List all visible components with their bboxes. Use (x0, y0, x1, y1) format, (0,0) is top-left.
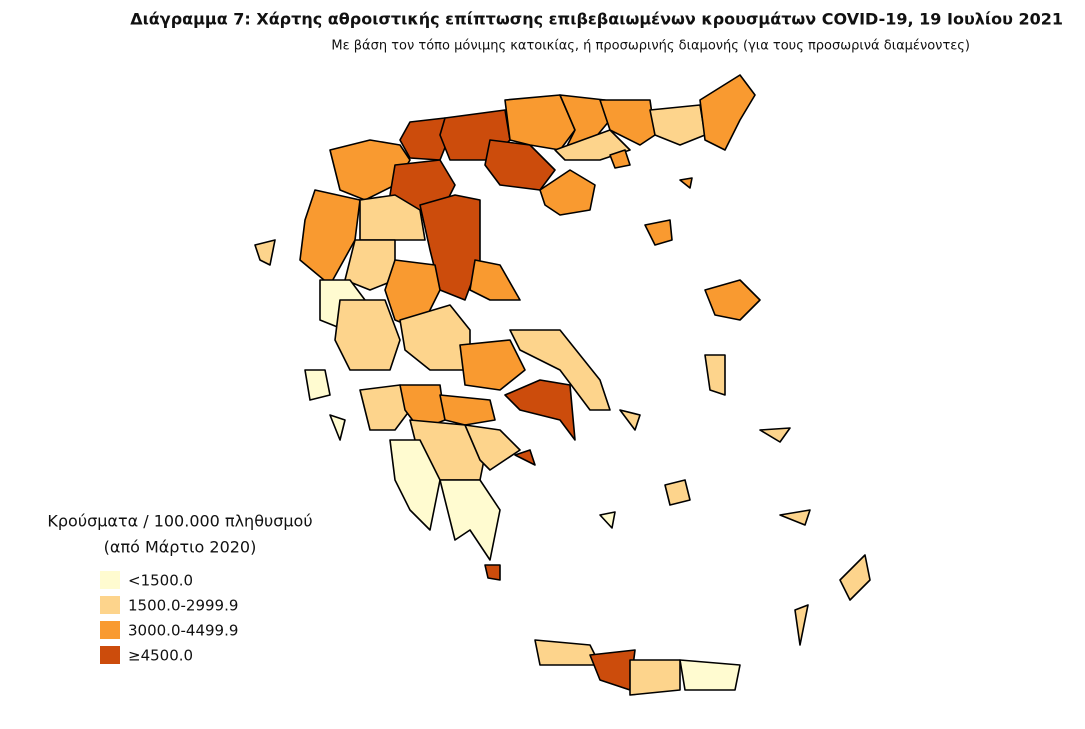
region (644, 219, 673, 246)
region (254, 239, 276, 266)
region (609, 149, 631, 169)
region (504, 379, 576, 441)
region (619, 409, 641, 431)
region (304, 369, 331, 401)
map (254, 74, 871, 696)
region (514, 449, 536, 466)
region (679, 177, 693, 189)
legend-title: (από Μάρτιο 2020) (104, 538, 257, 557)
map-title: Διάγραμμα 7: Χάρτης αθροιστικής επίπτωση… (130, 10, 1063, 29)
region (329, 414, 346, 441)
region (334, 299, 401, 371)
region (649, 104, 706, 146)
legend-swatch (100, 571, 120, 589)
legend-label: ≥4500.0 (128, 647, 193, 665)
region (629, 659, 681, 696)
region (439, 394, 496, 426)
region (759, 427, 791, 443)
region (704, 354, 726, 396)
region (679, 659, 741, 691)
region (459, 339, 526, 391)
region (664, 479, 691, 506)
region (794, 604, 809, 646)
legend-label: 3000.0-4499.9 (128, 622, 238, 640)
region (464, 424, 521, 471)
region (539, 169, 596, 216)
region (704, 279, 761, 321)
region (599, 511, 616, 529)
region (344, 239, 396, 291)
region (469, 259, 521, 301)
map-subtitle: Με βάση τον τόπο μόνιμης κατοικίας, ή πρ… (331, 39, 970, 54)
legend-label: 1500.0-2999.9 (128, 597, 238, 615)
region (589, 649, 636, 691)
legend-title: Κρούσματα / 100.000 πληθυσμού (47, 512, 312, 531)
region (839, 554, 871, 601)
region (439, 479, 501, 561)
region (699, 74, 756, 151)
legend-swatch (100, 621, 120, 639)
legend-swatch (100, 596, 120, 614)
region (484, 564, 501, 581)
region (359, 384, 411, 431)
region (779, 509, 811, 526)
region (389, 439, 441, 531)
region (509, 329, 611, 411)
legend: <1500.0 1500.0-2999.9 3000.0-4499.9 ≥4500.0 (100, 571, 238, 665)
region (599, 99, 656, 146)
legend-label: <1500.0 (128, 572, 193, 590)
region (534, 639, 601, 666)
legend-swatch (100, 646, 120, 664)
